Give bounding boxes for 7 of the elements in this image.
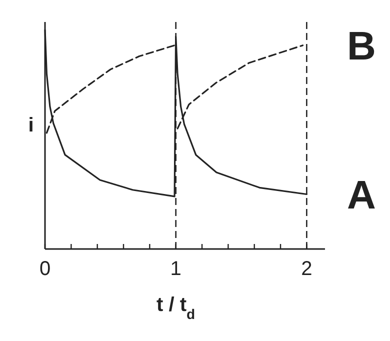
- series-label: A: [347, 173, 376, 218]
- x-tick-label: 2: [301, 258, 312, 280]
- x-axis-title: t / t$_{d}$: [156, 294, 196, 322]
- y-axis-title: i: [28, 114, 34, 136]
- x-tick-label: 1: [170, 258, 182, 280]
- x-tick-label: 0: [39, 258, 51, 280]
- series-label: B: [347, 24, 376, 68]
